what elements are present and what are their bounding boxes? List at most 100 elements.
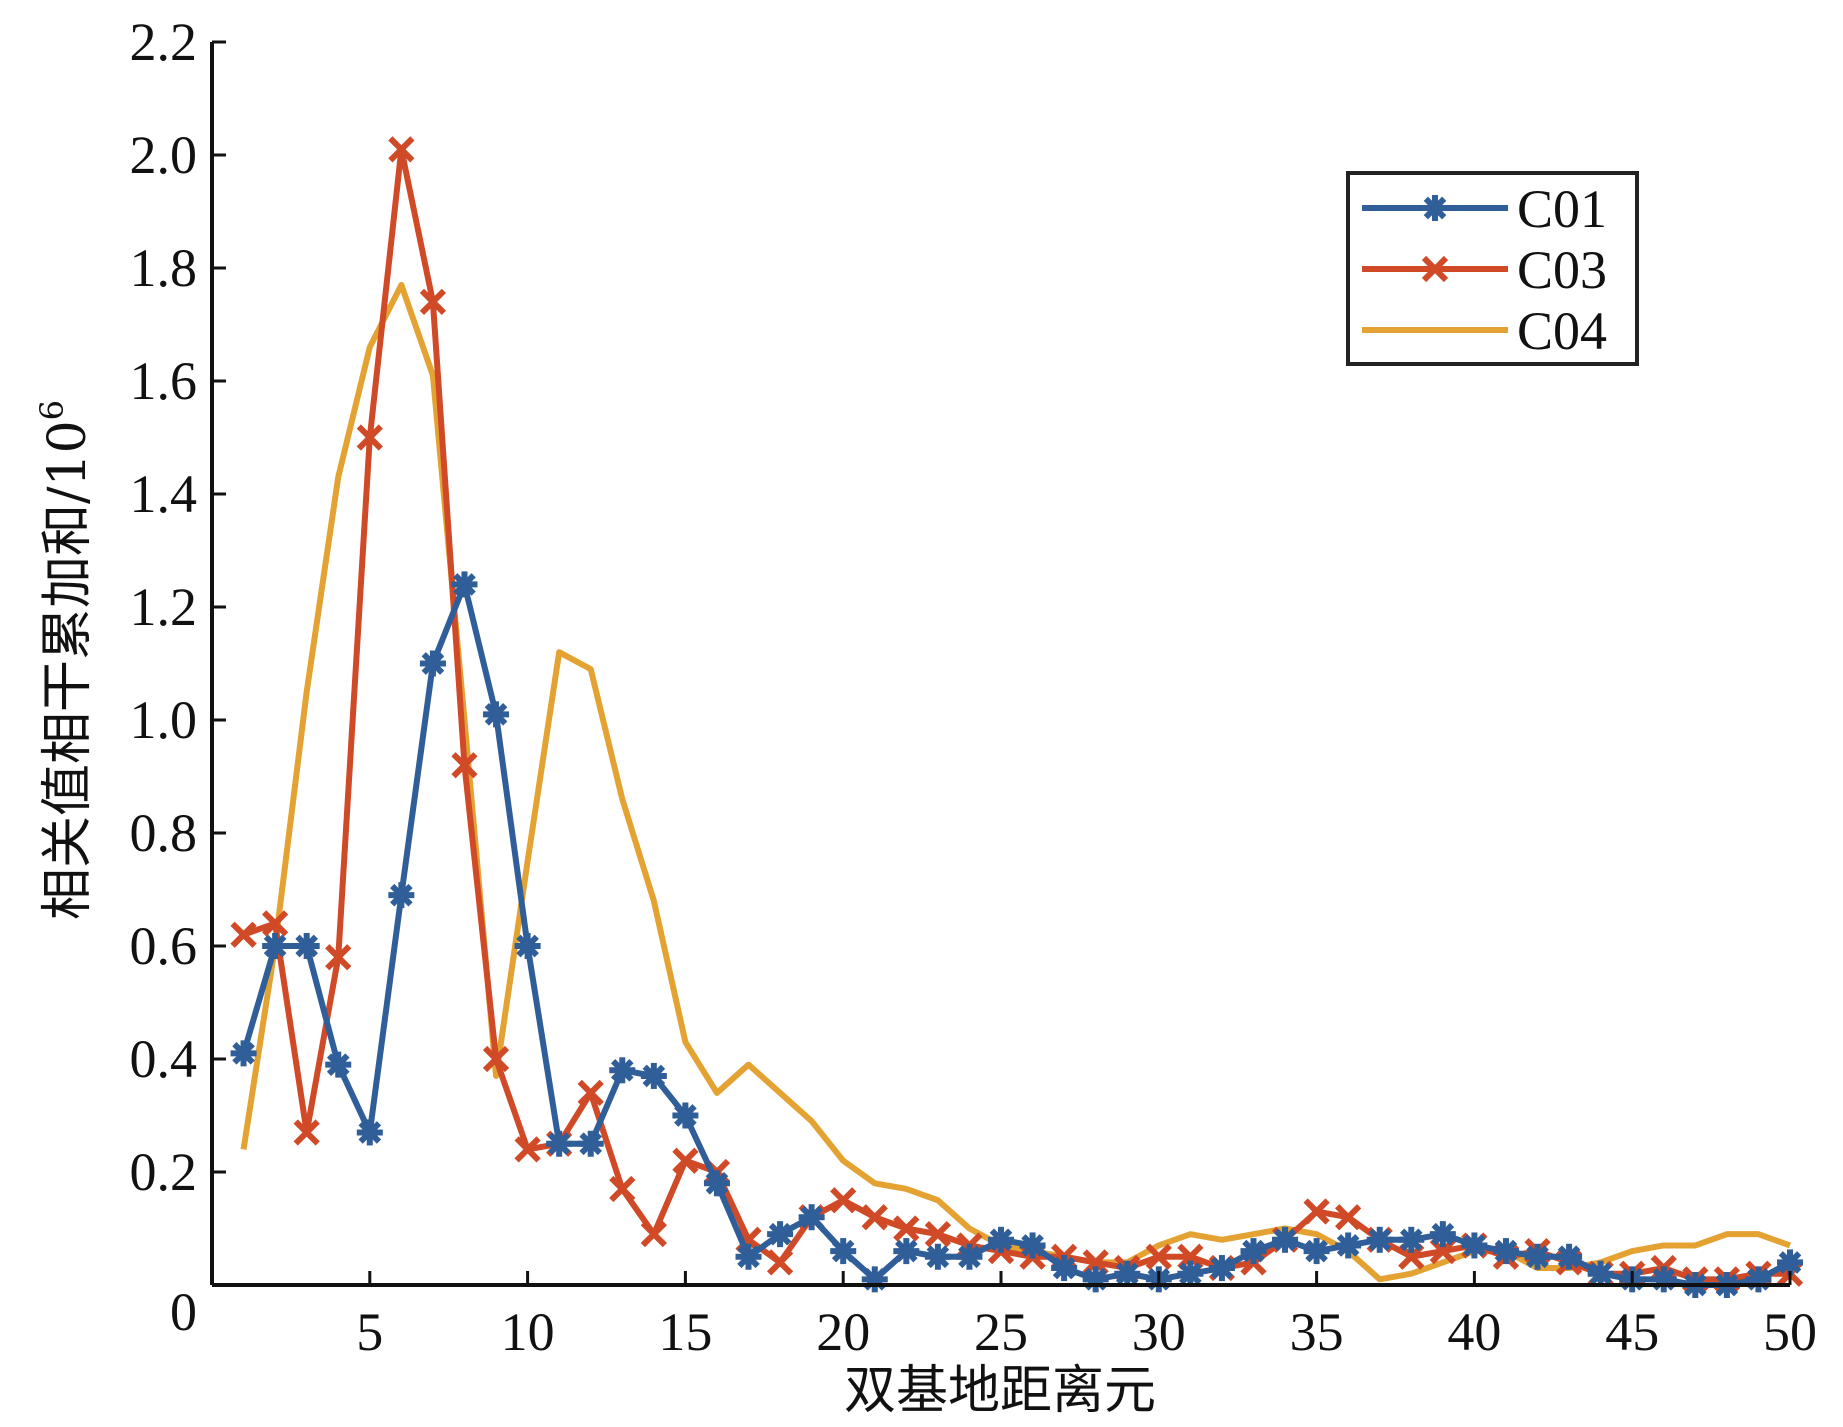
x-tick-label: 30: [1132, 1302, 1186, 1362]
data-point: [1650, 1266, 1677, 1293]
data-point: [293, 933, 320, 959]
x-tick-label: 5: [356, 1302, 383, 1362]
data-point: [1398, 1226, 1425, 1253]
marker-stroke: [1421, 255, 1449, 283]
x-tick-label: 40: [1447, 1302, 1501, 1362]
y-tick-label: 1.2: [130, 577, 198, 637]
marker-stroke: [263, 934, 287, 958]
data-point: [1335, 1232, 1362, 1259]
marker-stroke: [1335, 1204, 1362, 1231]
data-point: [609, 1057, 636, 1084]
x-tick-label: 10: [501, 1302, 555, 1362]
marker-stroke: [514, 1136, 541, 1163]
marker-stroke: [1179, 1262, 1202, 1286]
data-point: [1492, 1238, 1519, 1265]
series-layer: [230, 136, 1804, 1298]
data-point: [356, 1119, 383, 1146]
data-point: [1051, 1255, 1078, 1282]
legend-label: C03: [1517, 240, 1607, 300]
data-point: [1303, 1238, 1330, 1265]
y-axis-title-text: 相关值相干累加和/10: [38, 420, 98, 920]
marker-stroke: [261, 910, 289, 937]
data-point: [1272, 1226, 1299, 1253]
marker-stroke: [516, 934, 539, 958]
series-c01: [230, 571, 1803, 1298]
marker-stroke: [1423, 196, 1447, 220]
data-point: [419, 650, 446, 677]
data-point: [514, 1136, 541, 1163]
marker-stroke: [766, 1249, 794, 1276]
data-point: [293, 1119, 320, 1146]
data-point: [830, 1187, 857, 1214]
data-point: [766, 1249, 794, 1276]
data-point: [356, 424, 383, 451]
data-point: [451, 571, 478, 598]
data-point: [640, 1062, 667, 1089]
marker-stroke: [609, 1175, 636, 1203]
marker-stroke: [1021, 1234, 1044, 1257]
marker-stroke: [1463, 1234, 1486, 1257]
data-point: [1366, 1226, 1393, 1253]
data-point: [546, 1130, 573, 1157]
marker-stroke: [893, 1215, 920, 1242]
data-point: [1429, 1221, 1456, 1248]
data-point: [483, 701, 510, 728]
y-tick-label: 1.6: [130, 351, 198, 411]
series-line-c01: [240, 581, 1792, 1288]
marker-stroke: [232, 1042, 255, 1065]
marker-stroke: [926, 1245, 950, 1269]
data-point: [924, 1221, 952, 1248]
data-point: [1587, 1260, 1614, 1287]
marker-stroke: [453, 573, 476, 596]
series-c04: [240, 281, 1792, 1283]
data-point: [419, 288, 447, 316]
y-tick-label: 2.0: [130, 125, 198, 185]
marker-stroke: [1336, 1234, 1360, 1257]
y-tick-label: 0.4: [130, 1029, 198, 1089]
marker-stroke: [1431, 1222, 1455, 1246]
marker-stroke: [1399, 1228, 1423, 1252]
marker-stroke: [388, 136, 415, 163]
marker-stroke: [1589, 1262, 1612, 1286]
marker-stroke: [831, 1239, 855, 1263]
data-point: [325, 1051, 352, 1078]
data-point: [230, 1040, 257, 1067]
legend-item-c03: C03: [1362, 240, 1607, 300]
data-point: [1335, 1204, 1362, 1231]
marker-stroke: [989, 1228, 1013, 1252]
marker-stroke: [640, 1221, 667, 1248]
data-point: [735, 1243, 762, 1270]
marker-stroke: [861, 1204, 888, 1231]
data-point: [893, 1238, 920, 1265]
data-point: [956, 1243, 983, 1270]
marker-stroke: [1273, 1228, 1297, 1252]
marker-stroke: [547, 1132, 571, 1156]
data-point: [1303, 1198, 1330, 1225]
x-tick-label: 20: [816, 1302, 870, 1362]
x-tick-label: 25: [974, 1302, 1028, 1362]
marker-stroke: [1242, 1239, 1265, 1263]
series-line-c04: [240, 281, 1792, 1283]
marker-stroke: [1778, 1251, 1802, 1274]
marker-stroke: [419, 288, 447, 316]
data-point: [1177, 1260, 1204, 1287]
marker-stroke: [895, 1239, 918, 1263]
data-point: [672, 1102, 699, 1129]
data-point: [861, 1204, 888, 1231]
data-point: [262, 933, 289, 959]
data-point: [451, 752, 478, 779]
legend-item-c01: C01: [1362, 179, 1607, 239]
marker-stroke: [768, 1222, 792, 1246]
marker-stroke: [737, 1245, 760, 1269]
marker-stroke: [958, 1245, 981, 1269]
x-tick-label: 35: [1290, 1302, 1344, 1362]
data-point: [861, 1266, 888, 1293]
data-point: [893, 1215, 920, 1242]
y-tick-label: 0.8: [130, 803, 198, 863]
marker-stroke: [325, 944, 352, 971]
data-point: [767, 1221, 794, 1248]
x-tick-label: 45: [1605, 1302, 1659, 1362]
marker-stroke: [358, 1121, 382, 1144]
y-tick-label: 1.0: [130, 690, 198, 750]
